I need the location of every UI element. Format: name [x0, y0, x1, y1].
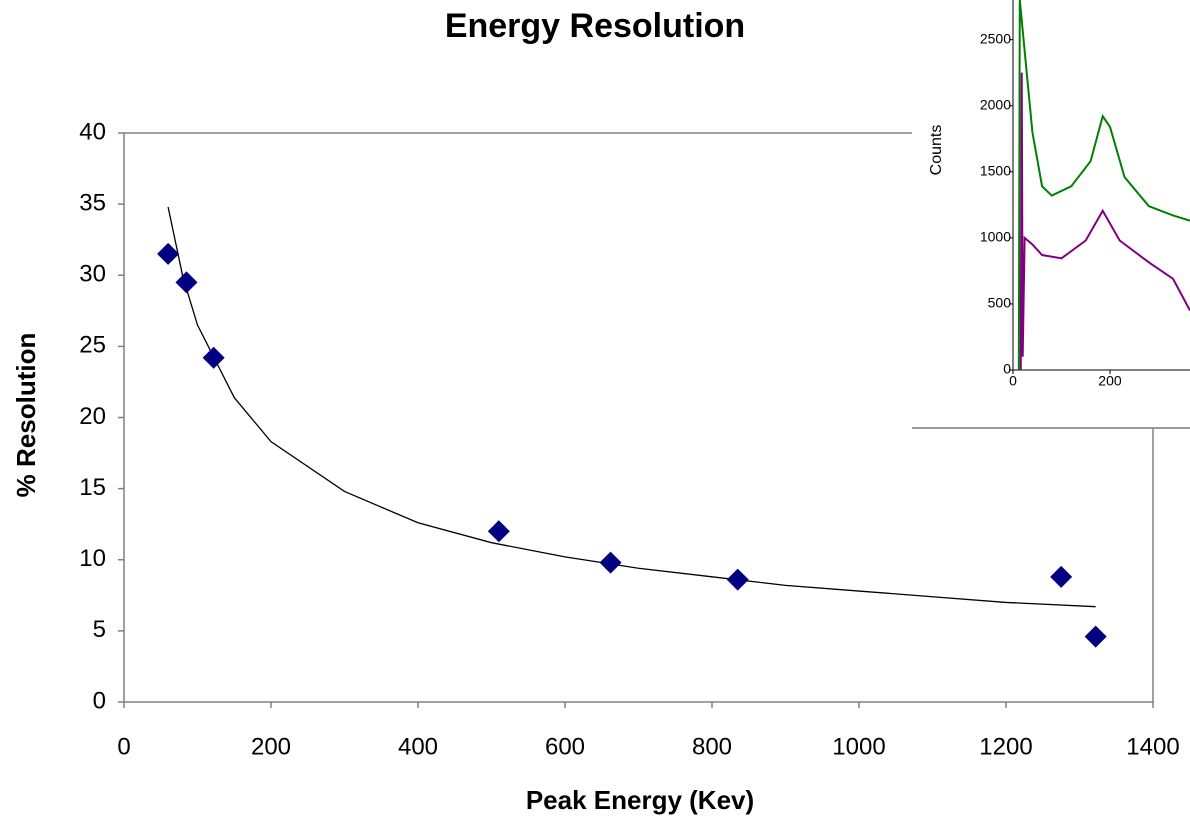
y-tick-label: 25 [79, 332, 106, 359]
y-tick-label: 40 [79, 118, 106, 145]
y-tick-label: 20 [79, 403, 106, 430]
data-point [599, 551, 622, 574]
y-tick-label: 15 [79, 474, 106, 501]
x-tick-label: 400 [398, 733, 438, 760]
inset-x-tick-label: 0 [1009, 373, 1017, 389]
inset-y-tick-label: 1500 [980, 162, 1011, 178]
x-tick-label: 1200 [979, 733, 1032, 760]
data-point [1050, 565, 1073, 588]
data-point [726, 568, 749, 591]
x-tick-label: 0 [117, 733, 130, 760]
inset-background [912, 0, 1190, 428]
data-point [202, 346, 225, 369]
data-point [487, 520, 510, 543]
inset-y-tick-label: 2000 [980, 96, 1011, 112]
inset-y-tick-label: 500 [988, 295, 1012, 311]
inset-y-tick-label: 1000 [980, 229, 1011, 245]
data-point [157, 242, 180, 265]
x-tick-label: 800 [692, 733, 732, 760]
data-point [175, 271, 198, 294]
inset-plot: 0 500 1000 1500 2000 2500 0 200 [980, 0, 1190, 389]
x-tick-label: 600 [545, 733, 585, 760]
inset-y-axis-label: Counts [928, 125, 945, 176]
x-axis-label: Peak Energy (Kev) [526, 785, 754, 815]
x-tick-label: 200 [251, 733, 291, 760]
inset-y-tick-label: 0 [1003, 361, 1011, 377]
y-tick-label: 30 [79, 261, 106, 288]
spectrum-line [1017, 0, 1190, 371]
y-tick-label: 10 [79, 545, 106, 572]
inset-y-tick-label: 2500 [980, 30, 1011, 46]
y-axis-label: % Resolution [11, 333, 41, 498]
inset-x-tick-label: 200 [1098, 373, 1122, 389]
chart-title: Energy Resolution [445, 7, 745, 45]
x-tick-label: 1000 [832, 733, 885, 760]
x-tick-label: 1400 [1126, 733, 1179, 760]
y-tick-label: 0 [93, 687, 106, 714]
data-point [1084, 625, 1107, 648]
y-tick-label: 35 [79, 189, 106, 216]
y-tick-label: 5 [93, 616, 106, 643]
